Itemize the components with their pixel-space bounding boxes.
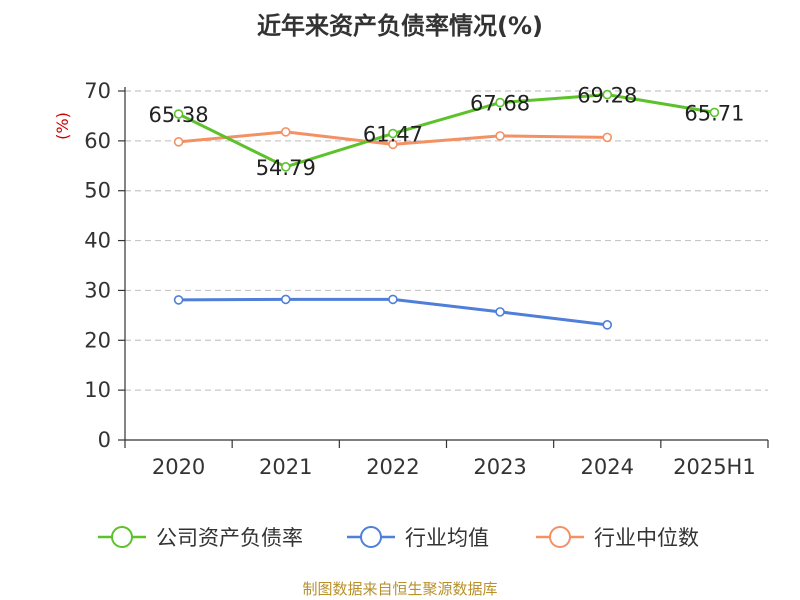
data-point-s1-2024	[602, 89, 613, 100]
x-tick-label-2023: 2023	[473, 455, 526, 479]
legend-label-1: 公司资产负债率	[156, 526, 303, 550]
x-tick-label-2022: 2022	[366, 455, 419, 479]
data-label-2021: 54.79	[256, 156, 316, 180]
data-point-s3-2021	[280, 127, 291, 137]
y-tick-label-0: 0	[98, 428, 111, 452]
legend-marker-2	[360, 526, 382, 548]
data-label-2024: 69.28	[577, 84, 637, 108]
series-layer	[173, 89, 720, 330]
y-tick-label-60: 60	[84, 129, 111, 153]
data-point-s2-2022	[388, 294, 398, 305]
data-label-2023: 67.68	[470, 92, 530, 116]
y-tick-label-30: 30	[84, 278, 111, 302]
data-point-s1-2023	[495, 97, 505, 108]
x-tick-label-2024: 2024	[581, 455, 634, 479]
data-labels: 65.38 54.79 61.47 67.68 69.28 65.71	[149, 84, 745, 180]
y-tick-label-50: 50	[84, 179, 111, 203]
series-line-1	[177, 93, 715, 169]
x-tick-label-2021: 2021	[259, 455, 312, 479]
x-tick-label-2020: 2020	[152, 455, 205, 479]
data-point-s1-2022	[388, 128, 398, 139]
legend-item-2: 行业均值	[347, 526, 489, 550]
y-tick-label-70: 70	[84, 79, 111, 103]
series-3	[173, 127, 613, 150]
legend-marker-3	[549, 526, 571, 548]
chart-title: 近年来资产负债率情况(%)	[257, 12, 543, 40]
data-point-s1-2020	[173, 109, 184, 119]
series-2	[173, 294, 613, 330]
data-point-s1-2021	[280, 162, 291, 172]
data-point-s1-2025H1	[709, 107, 720, 118]
data-point-s3-2024	[602, 132, 613, 143]
legend-marker-1	[111, 526, 133, 548]
legend-item-1: 公司资产负债率	[98, 526, 303, 550]
data-point-s2-2020	[173, 295, 184, 305]
data-label-2020: 65.38	[149, 103, 209, 127]
data-point-s3-2022	[388, 139, 398, 150]
y-axis-label: (%)	[53, 112, 72, 140]
data-point-s2-2023	[495, 307, 505, 317]
legend-label-3: 行业中位数	[594, 526, 699, 550]
legend: 公司资产负债率 行业均值 行业中位数	[98, 526, 699, 550]
legend-label-2: 行业均值	[405, 526, 489, 550]
data-label-2022: 61.47	[363, 123, 423, 147]
data-point-s3-2020	[173, 137, 184, 147]
data-point-s3-2023	[495, 131, 505, 141]
series-1	[173, 89, 720, 172]
legend-item-3: 行业中位数	[536, 526, 699, 550]
axes: 0 10 20 30 40 50 60 70 (%) 2020 2021 2022 2023 2024 20…	[53, 79, 769, 479]
data-label-2025H1: 65.71	[684, 101, 744, 125]
data-source-note: 制图数据来自恒生聚源数据库	[302, 580, 498, 598]
y-tick-label-20: 20	[84, 328, 111, 352]
y-tick-label-10: 10	[84, 378, 111, 402]
y-tick-label-40: 40	[84, 229, 111, 253]
data-point-s2-2024	[602, 320, 613, 330]
x-tick-label-2025H1: 2025H1	[673, 455, 756, 479]
data-point-s2-2021	[280, 294, 291, 305]
